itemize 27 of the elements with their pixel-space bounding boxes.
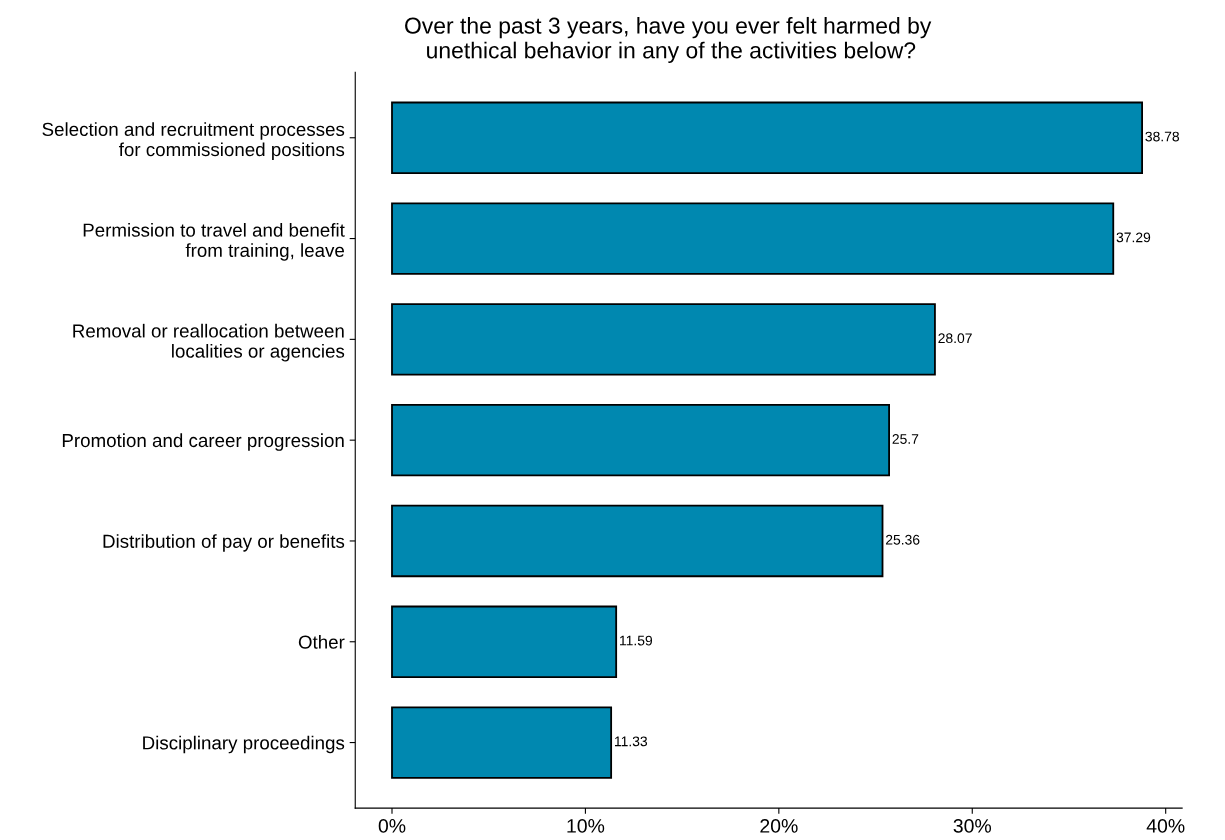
x-tick-label: 0% — [378, 819, 406, 833]
x-tick-label: 40% — [1146, 819, 1185, 833]
bar — [391, 706, 613, 779]
y-tick-label: Selection and recruitment processes for commissioned positions — [42, 122, 345, 160]
y-tick-label: Removal or reallocation between localities or agencies — [73, 323, 345, 362]
bar — [391, 504, 884, 578]
data-label: 37.29 — [1116, 232, 1151, 243]
chart-title: Over the past 3 years, have you ever felt harmed by unethical behavior in any of the activities below? — [405, 16, 932, 63]
data-label: 11.59 — [620, 635, 653, 646]
bar — [391, 605, 618, 678]
data-label: 38.78 — [1145, 131, 1180, 142]
data-label: 25.7 — [892, 434, 919, 444]
bar — [391, 303, 936, 376]
y-tick-label: Distribution of pay or benefits — [103, 534, 345, 552]
bar — [391, 202, 1115, 275]
y-tick-label: Permission to travel and benefit from training, leave — [83, 223, 345, 261]
data-label: 28.07 — [938, 333, 972, 344]
x-tick-label: 30% — [953, 819, 992, 833]
x-tick-label: 10% — [567, 819, 605, 833]
y-tick-label: Promotion and career progression — [62, 433, 344, 451]
y-tick-label: Other — [298, 634, 345, 649]
bar — [391, 403, 890, 477]
y-tick-label: Disciplinary proceedings — [143, 735, 345, 754]
bar — [391, 101, 1143, 174]
data-label: 11.33 — [614, 736, 648, 747]
x-tick-label: 20% — [760, 819, 798, 833]
data-label: 25.36 — [885, 534, 920, 545]
